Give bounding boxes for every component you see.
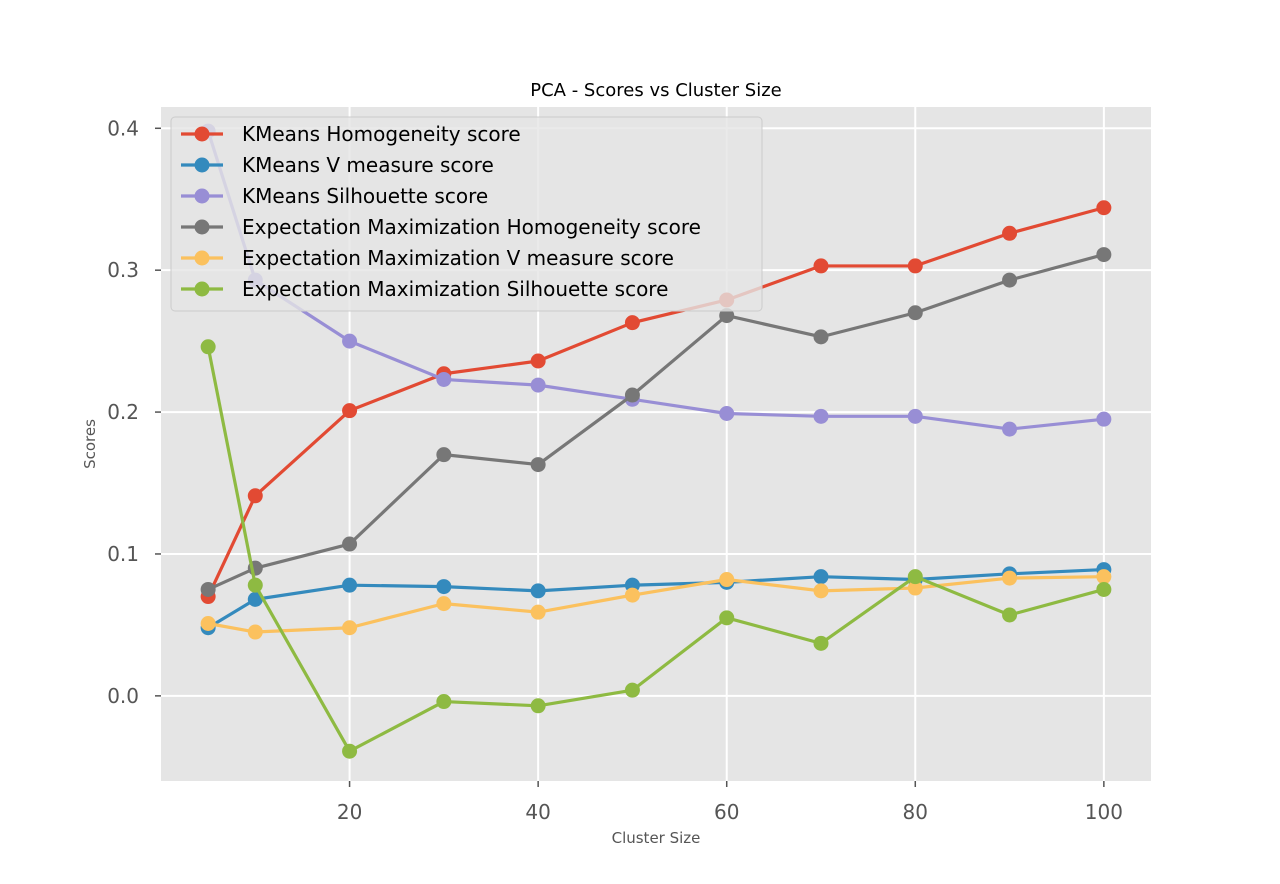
data-point [1002,421,1018,437]
data-point [530,457,546,473]
legend-item: KMeans V measure score [181,153,494,177]
y-tick-label: 0.4 [107,116,139,140]
data-point [1002,607,1018,623]
legend-marker [194,281,210,297]
data-point [813,329,829,345]
data-point [813,569,829,585]
data-point [342,577,358,593]
data-point [530,604,546,620]
data-point [530,698,546,714]
legend-box [170,116,763,312]
data-point [436,596,452,612]
legend-marker [194,126,210,142]
data-point [1096,411,1112,427]
series-5 [200,339,1112,759]
data-point [530,353,546,369]
legend-label: KMeans Homogeneity score [242,122,521,146]
data-point [719,572,735,588]
x-tick-label: 60 [714,800,739,824]
data-point [342,743,358,759]
data-point [907,305,923,321]
data-point [1096,569,1112,585]
data-point [813,635,829,651]
data-point [342,620,358,636]
data-point [719,405,735,421]
x-tick-label: 40 [525,800,550,824]
y-tick-label: 0.0 [107,684,139,708]
data-point [907,408,923,424]
y-axis-label: Scores [81,419,99,469]
legend-marker [194,157,210,173]
legend-item: KMeans Silhouette score [181,184,488,208]
data-point [247,591,263,607]
data-point [342,403,358,419]
data-point [247,624,263,640]
legend-item: Expectation Maximization V measure score [181,246,674,270]
data-point [1096,581,1112,597]
y-tick-label: 0.1 [107,542,139,566]
ticks: 20 40 60 80 100 0.0 0.1 0.2 0.3 0.4 [107,116,1123,824]
data-point [1002,272,1018,288]
data-point [247,577,263,593]
legend-item: Expectation Maximization Homogeneity sco… [181,215,701,239]
data-point [719,308,735,324]
data-point [907,580,923,596]
data-point [624,682,640,698]
data-point [813,258,829,274]
legend-marker [194,250,210,266]
data-point [719,610,735,626]
data-point [813,408,829,424]
y-tick-label: 0.3 [107,258,139,282]
data-point [247,488,263,504]
data-point [813,583,829,599]
data-point [530,583,546,599]
legend-item: Expectation Maximization Silhouette scor… [181,277,668,301]
y-tick-label: 0.2 [107,400,139,424]
data-point [342,333,358,349]
data-point [907,258,923,274]
data-point [436,371,452,387]
series-4 [200,569,1112,640]
x-tick-label: 80 [903,800,928,824]
legend-label: Expectation Maximization V measure score [242,246,674,270]
data-point [1096,200,1112,216]
x-tick-label: 100 [1085,800,1123,824]
data-point [436,447,452,463]
legend-marker [194,219,210,235]
series-3 [200,247,1112,597]
x-axis-label: Cluster Size [612,829,701,847]
legend-label: KMeans V measure score [242,153,494,177]
legend-label: KMeans Silhouette score [242,184,488,208]
x-tick-label: 20 [337,800,362,824]
data-point [1002,225,1018,241]
data-point [436,694,452,710]
legend-item: KMeans Homogeneity score [181,122,521,146]
data-point [907,569,923,585]
data-point [624,387,640,403]
data-point [530,377,546,393]
data-point [1002,570,1018,586]
series-layer [200,123,1112,759]
data-point [200,615,216,631]
chart-title: PCA - Scores vs Cluster Size [530,80,782,101]
data-point [624,315,640,331]
legend-label: Expectation Maximization Homogeneity sco… [242,215,701,239]
data-point [200,581,216,597]
legend-label: Expectation Maximization Silhouette scor… [242,277,668,301]
legend: KMeans Homogeneity score KMeans V measure… [170,116,763,312]
legend-marker [194,188,210,204]
data-point [1096,247,1112,263]
data-point [200,339,216,355]
data-point [436,579,452,595]
data-point [624,587,640,603]
data-point [342,536,358,552]
